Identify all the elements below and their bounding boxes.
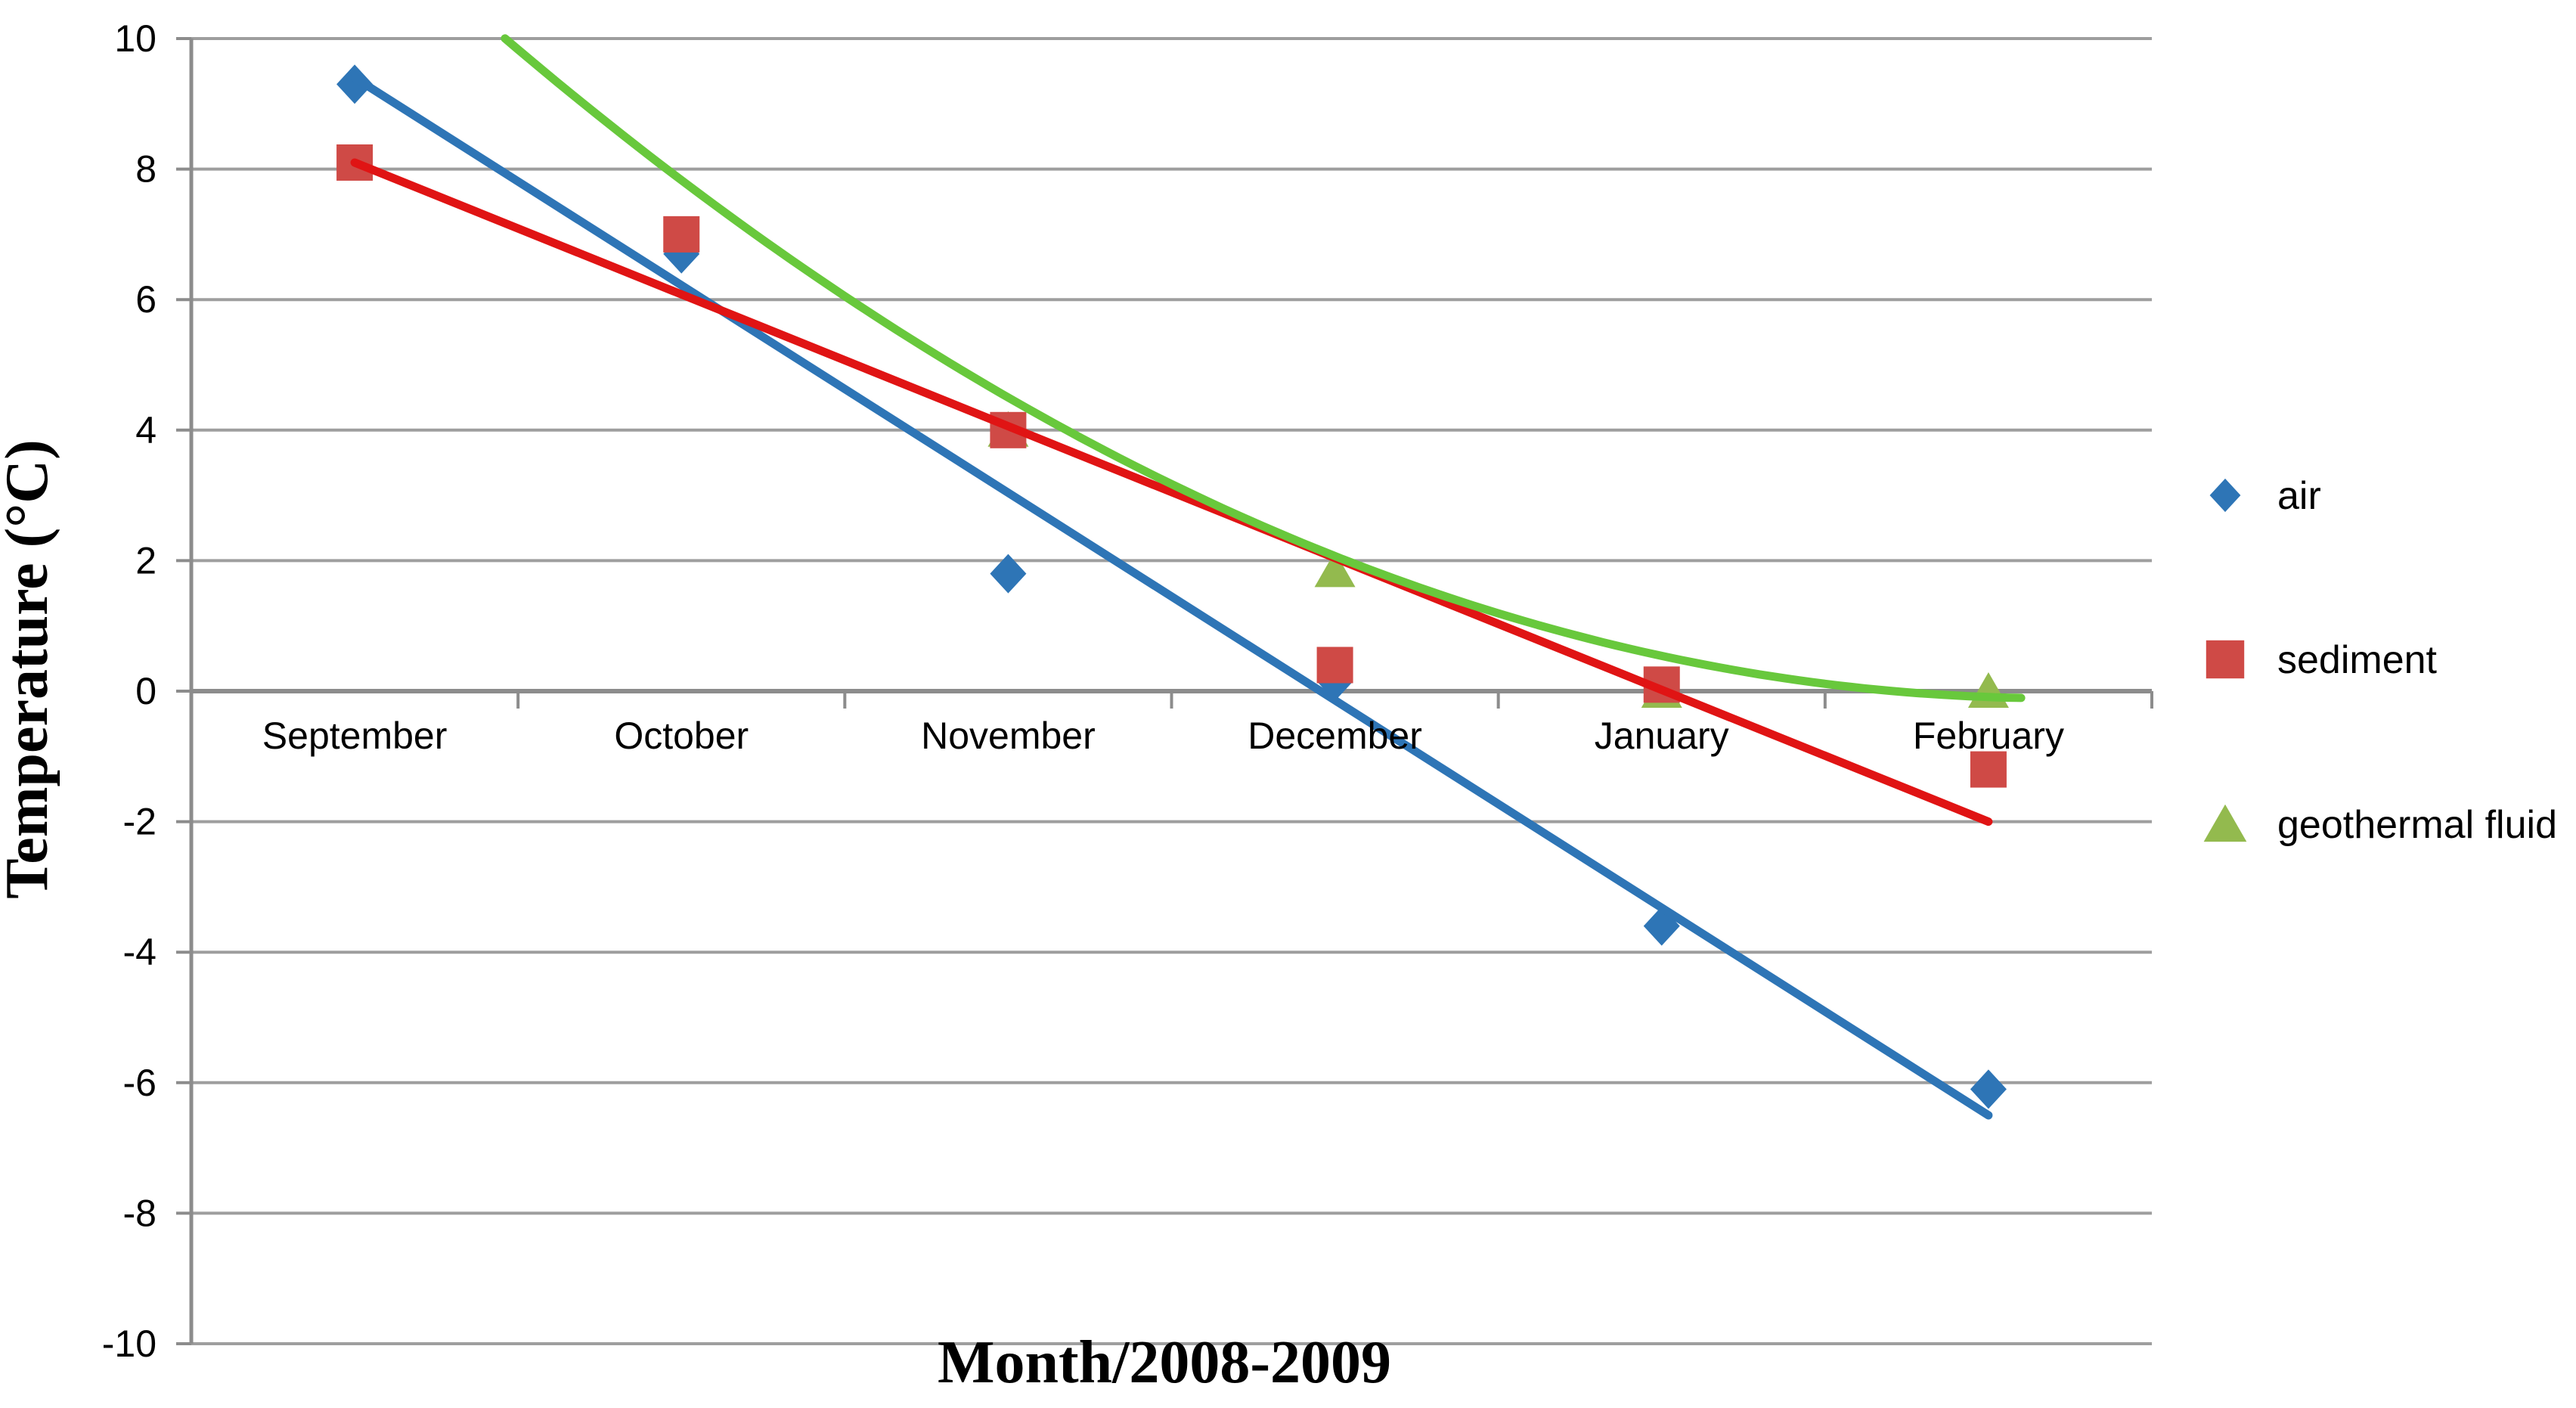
legend-marker-sediment xyxy=(2206,640,2245,679)
y-axis-title: Temperature (°C) xyxy=(0,439,60,898)
gridlines xyxy=(191,37,2152,1345)
data-point-air xyxy=(336,64,374,104)
trendline-sediment xyxy=(350,158,1993,827)
category-label: February xyxy=(1913,715,2064,757)
y-tick-label: 0 xyxy=(135,670,157,712)
data-point-air xyxy=(1970,1069,2007,1109)
legend-label-geothermal-fluid: geothermal fluid xyxy=(2277,803,2557,847)
y-tick-label: 10 xyxy=(114,17,157,60)
legend-marker-geothermal-fluid xyxy=(2203,804,2247,842)
legend: air sediment geothermal fluid xyxy=(2203,474,2557,847)
legend-marker-air xyxy=(2209,478,2241,513)
data-point-air xyxy=(990,554,1027,594)
y-tick-label: 6 xyxy=(135,278,157,321)
data-point-geothermal-fluid xyxy=(1314,551,1356,588)
category-label: November xyxy=(921,715,1096,757)
data-point-sediment xyxy=(1970,751,2007,788)
legend-label-air: air xyxy=(2277,474,2321,518)
y-tick-label: 4 xyxy=(135,409,157,451)
data-points xyxy=(336,64,2009,1109)
y-tick-label: -8 xyxy=(123,1192,157,1234)
y-tick-label: -2 xyxy=(123,801,157,843)
y-tick-label: -4 xyxy=(123,931,157,973)
trendlines xyxy=(350,34,2026,1120)
category-label: January xyxy=(1595,715,1729,757)
category-label: September xyxy=(262,715,448,757)
trendline-geothermal-fluid xyxy=(501,34,2026,702)
y-tick-label: 2 xyxy=(135,539,157,581)
category-label: December xyxy=(1248,715,1422,757)
y-tick-label: -10 xyxy=(102,1323,157,1365)
data-point-sediment xyxy=(1316,647,1353,684)
data-point-sediment xyxy=(663,216,700,253)
legend-label-sediment: sediment xyxy=(2277,638,2438,682)
category-label: October xyxy=(614,715,749,757)
trendline-air xyxy=(350,73,1993,1120)
x-axis-title: Month/2008-2009 xyxy=(938,1329,1391,1396)
axes xyxy=(176,37,2153,1345)
y-tick-label: -6 xyxy=(123,1062,157,1104)
y-tick-label: 8 xyxy=(135,148,157,191)
axis-labels: 10 8 6 4 2 0 -2 -4 -6 -8 -10 September October Novemb… xyxy=(102,17,2064,1365)
